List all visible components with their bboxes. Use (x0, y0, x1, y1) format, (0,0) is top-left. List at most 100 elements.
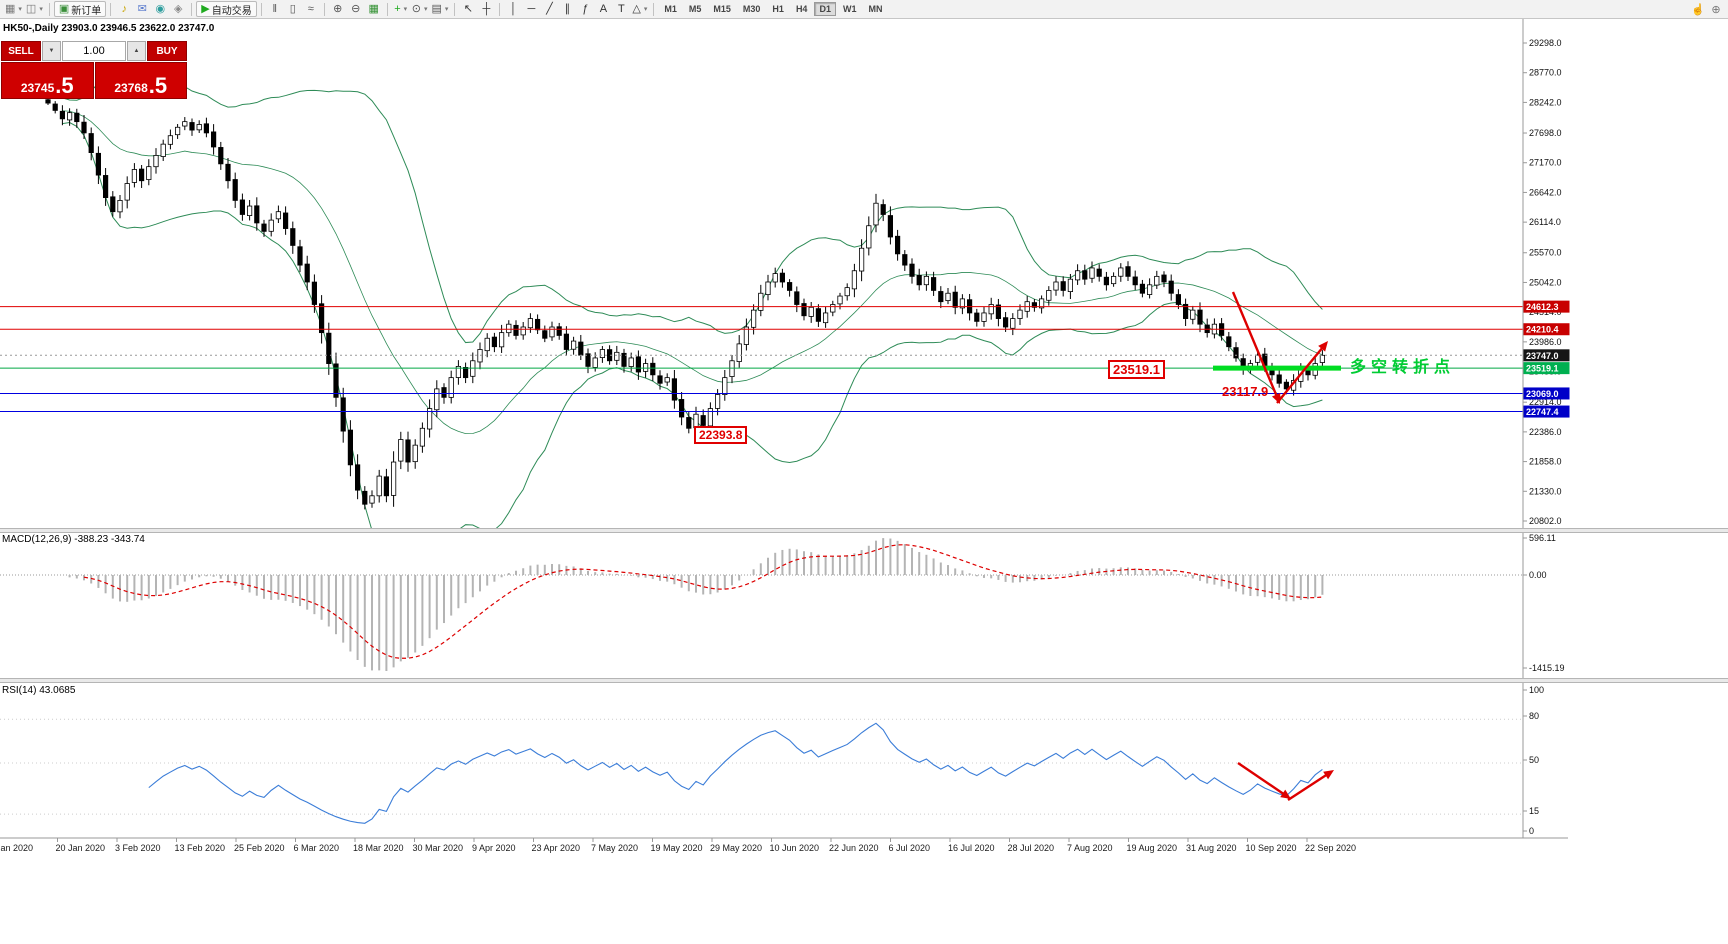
mail-icon[interactable]: ✉ (133, 1, 151, 17)
zoom-out-icon[interactable]: ⊖ (347, 1, 365, 17)
resistance-tag-1-text: 24612.3 (1526, 302, 1559, 312)
time-axis-label: 16 Jul 2020 (948, 843, 995, 853)
new-order-button[interactable]: ▣ 新订单 (53, 1, 107, 17)
price-axis-tick: 27698.0 (1529, 128, 1562, 138)
pane-separator-rsi[interactable] (0, 678, 1728, 683)
macd-scale-label: 596.11 (1529, 533, 1556, 543)
timeframe-h4[interactable]: H4 (795, 4, 808, 14)
time-axis-label: 22 Sep 2020 (1305, 843, 1357, 853)
timeframe-m15[interactable]: M15 (713, 4, 731, 14)
toolbar-separator (454, 2, 456, 16)
macd-indicator-label: MACD(12,26,9) -388.23 -343.74 (2, 534, 145, 545)
candlestick-chart-icon: ▯ (289, 3, 296, 15)
pane-separator-macd[interactable] (0, 528, 1728, 533)
buy-button[interactable]: BUY (147, 41, 187, 61)
text-icon[interactable]: A (594, 1, 612, 17)
sep-low-label[interactable]: 23117.9 (1222, 384, 1269, 399)
macd-scale-label: 0.00 (1529, 570, 1547, 580)
timeframe-d1[interactable]: D1 (814, 2, 836, 16)
timeframe-h1[interactable]: H1 (772, 4, 784, 14)
auto-trading-icon: ▶ (201, 3, 210, 15)
crosshair-icon[interactable]: ┼ (477, 1, 495, 17)
time-axis-label: Jan 2020 (0, 843, 34, 853)
price-axis-tick: 22386.0 (1529, 427, 1562, 437)
toolbar-separator (48, 2, 50, 16)
magnifier-icon[interactable]: ⊕ (1711, 3, 1721, 16)
sell-price[interactable]: 23745.5 (1, 62, 94, 99)
time-axis-label: 23 Apr 2020 (531, 843, 581, 853)
chevron-down-icon: ▾ (39, 6, 43, 13)
support-tag-1 (1523, 387, 1570, 400)
cursor-icon[interactable]: ↖ (459, 1, 477, 17)
one-click-trading-panel: SELL ▼ ▲ BUY 23745.5 23768.5 (1, 41, 187, 99)
sell-button[interactable]: SELL (1, 41, 41, 61)
chart-profiles-icon[interactable]: ◫ ▾ (24, 1, 45, 17)
resistance-tag-2 (1523, 323, 1570, 336)
trendline-icon[interactable]: ╱ (540, 1, 558, 17)
chevron-down-icon: ▾ (643, 6, 648, 13)
chevron-down-icon: ▾ (18, 6, 22, 13)
buy-price[interactable]: 23768.5 (94, 62, 187, 99)
tile-windows-icon[interactable]: ▦ (365, 1, 383, 17)
volume-increase-button[interactable]: ▲ (127, 41, 146, 61)
price-axis-tick: 27170.0 (1529, 158, 1562, 168)
chart-canvas[interactable] (0, 19, 1523, 838)
zoom-out-icon: ⊖ (351, 3, 361, 15)
text-icon: A (599, 3, 608, 15)
shapes-icon[interactable]: △ ▾ (630, 1, 649, 17)
volume-input[interactable] (62, 41, 126, 61)
market-icon[interactable]: ◉ (151, 1, 169, 17)
indicators-icon: + (394, 3, 401, 15)
macd-scale-label: -1415.19 (1529, 663, 1565, 673)
periods-icon[interactable]: ⊙ ▾ (410, 1, 430, 17)
may-low-label[interactable]: 22393.8 (694, 426, 748, 444)
price-axis-tick: 20802.0 (1529, 516, 1562, 526)
alerts-horn-icon: ♪ (121, 3, 128, 15)
line-chart-icon[interactable]: ≈ (302, 1, 320, 17)
shapes-icon: △ (632, 3, 641, 15)
auto-trading-button[interactable]: ▶ 自动交易 (196, 1, 257, 17)
timeframe-m30[interactable]: M30 (742, 4, 761, 14)
time-axis-label: 3 Feb 2020 (115, 843, 161, 853)
alerts-horn-icon[interactable]: ♪ (115, 1, 133, 17)
channel-icon[interactable]: ∥ (558, 1, 576, 17)
candlestick-chart-icon[interactable]: ▯ (284, 1, 302, 17)
bar-chart-icon: ‖ (272, 3, 277, 15)
timeframe-w1[interactable]: W1 (842, 4, 857, 14)
new-chart-icon: ▦ (5, 3, 16, 15)
crosshair-icon: ┼ (482, 3, 491, 15)
pointer-hand-icon[interactable]: ☝ (1691, 3, 1705, 16)
timeframe-mn[interactable]: MN (868, 4, 883, 14)
templates-icon[interactable]: ▤ ▾ (429, 1, 450, 17)
market-icon: ◉ (155, 3, 166, 15)
pivot-note[interactable]: 多空转折点 (1350, 359, 1456, 376)
vertical-line-icon[interactable]: │ (504, 1, 522, 17)
trendline-icon: ╱ (546, 3, 553, 15)
signals-icon[interactable]: ◈ (169, 1, 187, 17)
zoom-in-icon[interactable]: ⊕ (329, 1, 347, 17)
volume-decrease-button[interactable]: ▼ (42, 41, 61, 61)
zoom-in-icon: ⊕ (333, 3, 343, 15)
time-axis-label: 20 Jan 2020 (55, 843, 106, 853)
chevron-up-icon: ▲ (133, 48, 140, 54)
pivot-price-label[interactable]: 23519.1 (1108, 360, 1165, 379)
timeframe-m5[interactable]: M5 (688, 4, 702, 14)
new-chart-icon[interactable]: ▦ ▾ (3, 1, 24, 17)
horizontal-line-icon[interactable]: ─ (522, 1, 540, 17)
rsi-scale-label: 100 (1529, 685, 1544, 695)
price-axis-tick: 25042.0 (1529, 277, 1562, 287)
channel-icon: ∥ (564, 3, 571, 15)
time-axis-label: 13 Feb 2020 (174, 843, 226, 853)
price-axis-tick: 24514.0 (1529, 307, 1562, 317)
label-icon[interactable]: T (612, 1, 630, 17)
pivot-tag-text: 23519.1 (1526, 364, 1559, 374)
time-axis-label: 6 Jul 2020 (888, 843, 931, 853)
timeframe-m1[interactable]: M1 (664, 4, 677, 14)
periods-icon: ⊙ (411, 3, 421, 15)
fibonacci-icon[interactable]: ƒ (576, 1, 594, 17)
current-price-tag-text: 23747.0 (1526, 351, 1559, 361)
tile-windows-icon: ▦ (368, 3, 379, 15)
bar-chart-icon[interactable]: ‖ (266, 1, 284, 17)
indicators-icon[interactable]: + ▾ (392, 1, 410, 17)
time-axis-label: 31 Aug 2020 (1186, 843, 1237, 853)
